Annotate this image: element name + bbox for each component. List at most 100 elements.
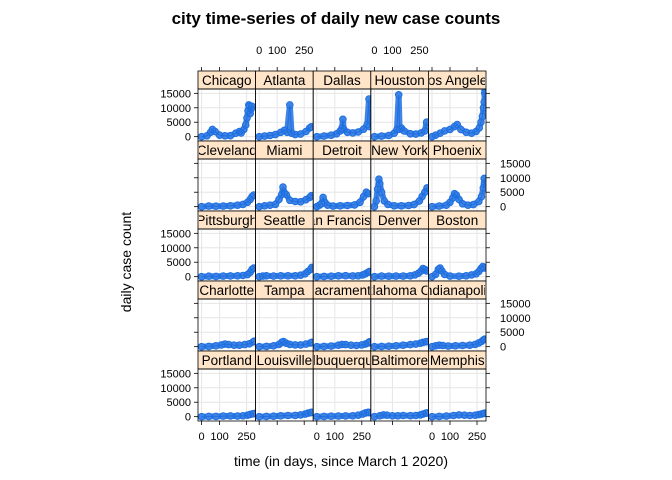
data-point [449,411,458,420]
data-point [352,341,361,350]
data-point [239,412,247,420]
panel: Boston [427,210,490,282]
panel-strip-label: Detroit [322,143,362,158]
panel-data [198,191,256,211]
data-point [233,412,242,420]
data-point [435,341,444,350]
data-point [480,98,486,106]
x-axis-label: time (in days, since March 1 2020) [234,453,448,469]
data-point [260,202,269,210]
panel-strip-label: San Francisco [299,213,385,228]
data-point [406,130,415,138]
data-point [327,272,336,281]
data-point [226,202,235,210]
data-point [417,129,426,137]
data-point [349,272,357,280]
data-point [453,120,462,129]
y-tick-label-left: 0 [185,412,191,424]
data-point [412,411,420,420]
panel-strip-label: New York [371,143,428,158]
data-point [466,341,474,350]
data-point [217,341,226,349]
data-point [307,123,314,131]
panel: Denver [370,210,429,282]
panel-strip-label: Houston [374,73,424,88]
series-band [429,89,486,140]
panel-strip-label: Boston [436,213,478,228]
data-point [390,202,399,210]
data-point [444,342,453,350]
data-point [365,122,371,131]
data-point [277,412,285,420]
data-point [480,89,486,98]
data-point [399,411,408,420]
data-point [212,342,220,350]
data-point [377,272,386,280]
y-tick-label-right: 10000 [500,313,531,325]
panel-strip-label: Denver [378,213,422,228]
data-point [249,338,256,346]
data-point [375,175,383,183]
data-point [365,408,371,417]
data-point [365,95,371,103]
panel: Atlanta 0 100 250 [255,45,314,142]
data-point [431,342,440,350]
panel-strip-label: Phoenix [433,143,482,158]
panel-strip-label: Memphis [430,353,485,368]
x-tick-label-bottom: 250 [468,431,486,443]
data-point [338,124,346,132]
panel-strip-label: Louisville [257,353,313,368]
data-point [417,267,426,275]
data-point [406,272,415,280]
data-point [480,174,486,183]
data-point [404,201,413,210]
data-point [479,104,486,112]
x-tick-label-bottom: 0 [314,431,320,443]
x-tick-label-top: 0 [256,45,262,57]
data-point [277,272,285,280]
data-point [471,340,480,349]
panel: Chicago 0 5000 10000 15000 [160,67,256,144]
data-point [327,131,336,139]
x-tick-label-top: 250 [410,45,428,57]
data-point [343,201,352,210]
data-point [308,263,314,272]
data-point [334,412,343,420]
data-point [279,183,287,191]
panel-data [428,262,486,281]
data-point [393,125,401,134]
data-point [412,130,420,138]
panel-data [370,91,429,141]
data-point [480,409,486,417]
data-point [235,127,244,136]
data-point [477,192,486,201]
data-point [286,340,294,349]
data-point [266,201,274,209]
data-point [262,342,271,351]
data-point [291,197,300,206]
panel-strip-label: Cleveland [197,143,257,158]
data-point [307,191,314,200]
series-band [313,338,371,350]
data-point [435,202,444,210]
data-point [467,129,476,137]
data-point [406,340,415,349]
data-point [395,125,404,133]
data-point [440,127,449,135]
data-point [364,189,371,198]
data-point [349,412,357,420]
panel: Albuquerque 0 100 250 [304,350,381,443]
data-point [341,412,350,420]
data-point [376,412,384,420]
y-tick-label-right: 10000 [500,173,531,185]
data-point [296,271,305,280]
panel-strip-label: Albuquerque [304,353,381,368]
panel-strip-label: Atlanta [263,73,306,88]
data-point [291,411,300,420]
data-point [377,188,386,196]
panel-strip-label: Miami [266,143,302,158]
data-point [377,132,386,140]
data-point [434,265,443,274]
data-point [241,121,250,129]
